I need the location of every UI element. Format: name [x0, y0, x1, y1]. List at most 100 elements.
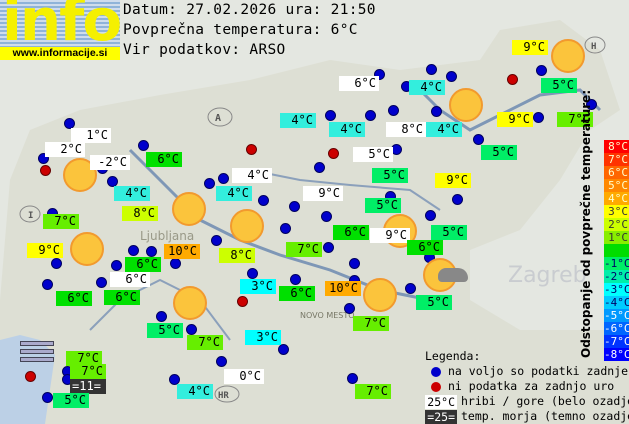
temperature-label: 2°C: [45, 142, 85, 157]
scale-step: -8°C: [604, 348, 629, 361]
temperature-label: 8°C: [122, 206, 158, 221]
temperature-label: 9°C: [497, 112, 533, 127]
temperature-label: 8°C: [386, 122, 426, 137]
station-dot-blue: [51, 258, 62, 269]
sun-icon: [551, 39, 585, 73]
station-dot-blue: [473, 134, 484, 145]
station-dot-blue: [374, 69, 385, 80]
temperature-label: 7°C: [557, 112, 593, 127]
station-dot-red: [507, 74, 518, 85]
svg-text:A: A: [215, 113, 221, 124]
temperature-label: 4°C: [177, 384, 213, 399]
temperature-label: 0°C: [224, 369, 264, 384]
scale-step: -3°C: [604, 283, 629, 296]
station-dot-blue: [186, 324, 197, 335]
scale-step: 7°C: [604, 153, 629, 166]
station-dot-blue: [278, 344, 289, 355]
temperature-label: 8°C: [219, 248, 255, 263]
svg-text:HR: HR: [218, 391, 229, 401]
station-dot-red: [328, 148, 339, 159]
station-dot-blue: [258, 195, 269, 206]
station-dot-blue: [536, 65, 547, 76]
sun-icon: [70, 232, 104, 266]
legend-blue: na voljo so podatki zadnje ure: [448, 364, 629, 378]
date-line: Datum: 27.02.2026 ura: 21:50: [123, 2, 376, 18]
temperature-label: 6°C: [279, 286, 315, 301]
scale-step: -1°C: [604, 257, 629, 270]
temperature-label: 9°C: [435, 173, 471, 188]
temperature-label: 9°C: [370, 228, 410, 243]
legend-sea-sample: =25=: [425, 409, 457, 424]
station-dot-blue: [405, 283, 416, 294]
scale-step: [604, 244, 629, 257]
temperature-label: 5°C: [147, 323, 183, 338]
temperature-label: 7°C: [70, 364, 106, 379]
scale-step: -6°C: [604, 322, 629, 335]
station-dot-blue: [321, 211, 332, 222]
station-dot-red: [40, 165, 51, 176]
station-dot-blue: [156, 311, 167, 322]
temperature-label: 5°C: [353, 147, 393, 162]
station-dot-blue: [204, 178, 215, 189]
scale-step: -4°C: [604, 296, 629, 309]
station-dot-blue: [107, 176, 118, 187]
legend-sea: temp. morja (temno ozadje): [461, 409, 629, 423]
average-temperature: Povprečna temperatura: 6°C: [123, 22, 358, 38]
station-dot-blue: [325, 110, 336, 121]
station-dot-blue: [365, 110, 376, 121]
ljubljana-label: Ljubljana: [140, 229, 194, 243]
logo[interactable]: info www.informacije.si: [0, 0, 122, 60]
temperature-label: 6°C: [146, 152, 182, 167]
legend-red: ni podatka za zadnjo uro: [448, 379, 615, 393]
temperature-label: 6°C: [407, 240, 443, 255]
border-marker-h: H: [584, 36, 606, 54]
temperature-label: 7°C: [43, 214, 79, 229]
station-dot-blue: [533, 112, 544, 123]
novo-mesto-label: NOVO MESTO: [300, 311, 355, 320]
temperature-label: 7°C: [286, 242, 322, 257]
temperature-label: 9°C: [303, 186, 343, 201]
temperature-label: 4°C: [232, 168, 272, 183]
blue-dot-icon: [431, 366, 441, 377]
station-dot-blue: [290, 274, 301, 285]
temperature-label: 6°C: [56, 291, 92, 306]
scale-step: -5°C: [604, 309, 629, 322]
station-dot-blue: [42, 392, 53, 403]
temperature-label: 5°C: [541, 78, 577, 93]
station-dot-blue: [280, 223, 291, 234]
temperature-label: 6°C: [104, 290, 140, 305]
temperature-label: 9°C: [512, 40, 548, 55]
logo-url[interactable]: www.informacije.si: [0, 47, 120, 60]
temperature-label: -2°C: [90, 155, 130, 170]
station-dot-blue: [323, 242, 334, 253]
temperature-label: 10°C: [325, 281, 361, 296]
temperature-label: 7°C: [187, 335, 223, 350]
temperature-label: 3°C: [240, 279, 276, 294]
station-dot-blue: [38, 153, 49, 164]
temperature-label: 7°C: [355, 384, 391, 399]
station-dot-blue: [289, 201, 300, 212]
temperature-label: 4°C: [280, 113, 316, 128]
station-dot-blue: [452, 194, 463, 205]
svg-text:I: I: [28, 211, 33, 221]
border-marker-hr: HR: [214, 385, 240, 403]
zagreb-label: Zagreb: [508, 263, 587, 288]
scale-step: 4°C: [604, 192, 629, 205]
sun-icon: [449, 88, 483, 122]
scale-step: 6°C: [604, 166, 629, 179]
legend-title: Legenda:: [425, 349, 481, 363]
station-dot-blue: [211, 235, 222, 246]
scale-title: Odstopanje od povprečne temperature:: [579, 89, 593, 358]
logo-text: info: [2, 0, 122, 54]
station-dot-blue: [218, 173, 229, 184]
temperature-label: 5°C: [431, 225, 467, 240]
scale-step: 3°C: [604, 205, 629, 218]
station-dot-blue: [349, 258, 360, 269]
scale-step: 5°C: [604, 179, 629, 192]
scale-step: -7°C: [604, 335, 629, 348]
temperature-label: 4°C: [329, 122, 365, 137]
station-dot-blue: [169, 374, 180, 385]
sun-icon: [230, 209, 264, 243]
red-dot-icon: [431, 381, 441, 392]
